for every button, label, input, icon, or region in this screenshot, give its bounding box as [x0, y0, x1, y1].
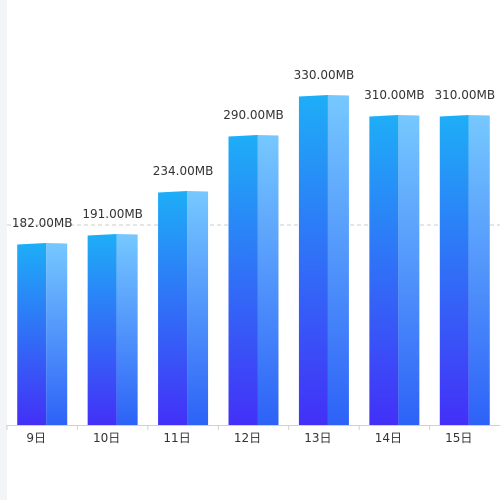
- x-tick-label: 10日: [93, 431, 120, 445]
- x-tick-label: 13日: [304, 431, 331, 445]
- bar-front-face: [439, 115, 469, 425]
- bar-5: [298, 95, 349, 425]
- bar-value-label: 310.00MB: [434, 88, 495, 102]
- bar-front-face: [369, 115, 399, 425]
- bar-1: [17, 243, 68, 425]
- bar-2: [87, 234, 138, 425]
- bar-value-label: 330.00MB: [294, 68, 355, 82]
- bar-front-face: [158, 191, 188, 425]
- bar-value-label: 310.00MB: [364, 88, 425, 102]
- bar-side-face: [116, 234, 138, 425]
- bar-front-face: [298, 95, 328, 425]
- bar-side-face: [468, 115, 490, 425]
- x-tick-label: 12日: [234, 431, 261, 445]
- x-tick-label: 14日: [375, 431, 402, 445]
- bar-front-face: [17, 243, 47, 425]
- x-tick-label: 15日: [445, 431, 472, 445]
- x-tick-label: 9日: [26, 431, 46, 445]
- bar-front-face: [87, 234, 117, 425]
- bar-4: [228, 135, 279, 425]
- bar-3: [158, 191, 209, 425]
- left-panel-edge: [0, 0, 7, 500]
- bar-value-label: 234.00MB: [153, 164, 214, 178]
- bar-value-label: 290.00MB: [223, 108, 284, 122]
- bar-value-label: 182.00MB: [12, 216, 73, 230]
- bar-side-face: [257, 135, 279, 425]
- bar-value-label: 191.00MB: [82, 207, 143, 221]
- x-tick-label: 11日: [163, 431, 190, 445]
- bar-side-face: [187, 191, 209, 425]
- bar-6: [369, 115, 420, 425]
- bar-side-face: [327, 95, 349, 425]
- bar-front-face: [228, 135, 258, 425]
- bar-7: [439, 115, 490, 425]
- bar-side-face: [46, 243, 68, 425]
- bar-side-face: [398, 115, 420, 425]
